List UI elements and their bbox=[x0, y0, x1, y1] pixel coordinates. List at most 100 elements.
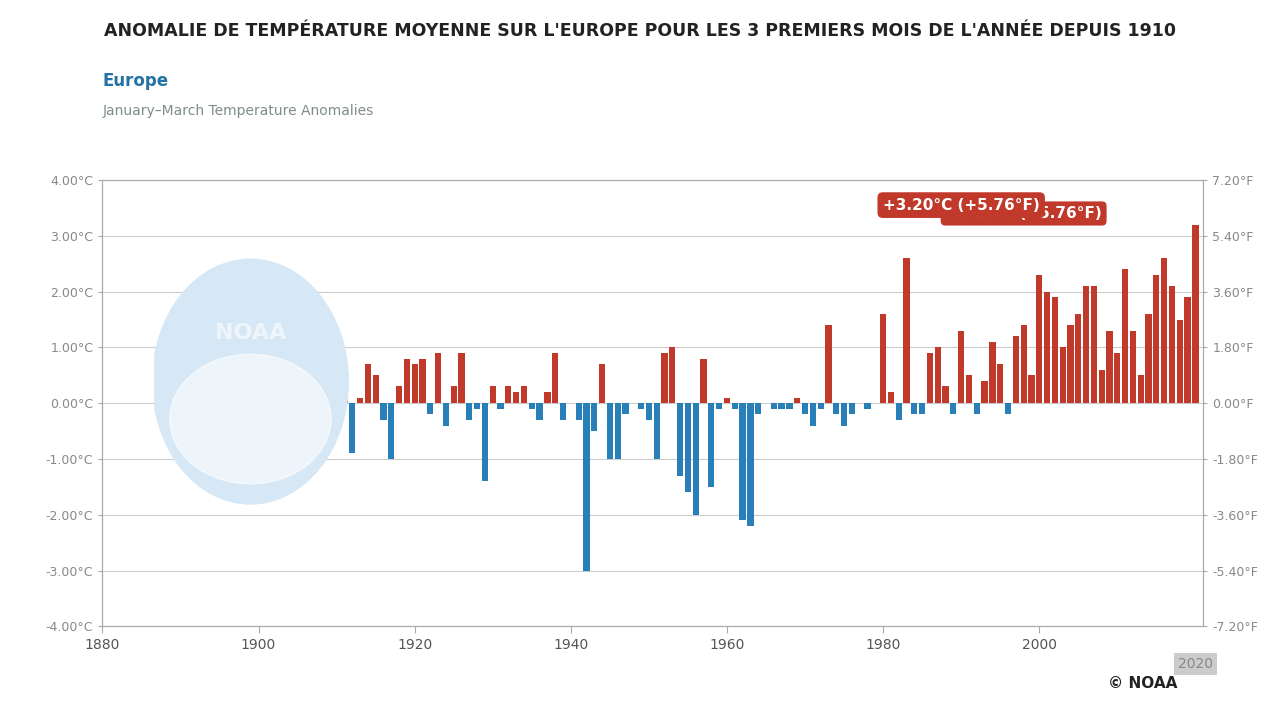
Bar bbox=[778, 403, 785, 409]
Bar bbox=[911, 403, 918, 415]
Bar bbox=[662, 353, 668, 403]
Text: ANOMALIE DE TEMPÉRATURE MOYENNE SUR L'EUROPE POUR LES 3 PREMIERS MOIS DE L'ANNÉE: ANOMALIE DE TEMPÉRATURE MOYENNE SUR L'EU… bbox=[104, 22, 1176, 40]
Bar bbox=[637, 403, 644, 409]
Text: © NOAA: © NOAA bbox=[1108, 676, 1178, 691]
Bar bbox=[864, 403, 870, 409]
Bar bbox=[826, 325, 832, 403]
Bar bbox=[1098, 370, 1105, 403]
Text: Europe: Europe bbox=[102, 72, 169, 90]
Bar bbox=[498, 403, 504, 409]
Bar bbox=[801, 403, 808, 415]
Bar bbox=[1192, 225, 1198, 403]
Bar bbox=[599, 364, 605, 403]
Bar bbox=[748, 403, 754, 526]
Bar bbox=[536, 403, 543, 420]
Bar bbox=[443, 403, 449, 426]
Bar bbox=[700, 359, 707, 403]
Bar bbox=[357, 397, 364, 403]
Bar bbox=[1052, 297, 1059, 403]
Bar bbox=[708, 403, 714, 487]
Bar bbox=[365, 364, 371, 403]
Text: January–March Temperature Anomalies: January–March Temperature Anomalies bbox=[102, 104, 374, 118]
Bar bbox=[1091, 286, 1097, 403]
Bar bbox=[584, 403, 590, 570]
Bar bbox=[669, 347, 676, 403]
Bar bbox=[1153, 275, 1160, 403]
Bar bbox=[1068, 325, 1074, 403]
Bar bbox=[466, 403, 472, 420]
Bar bbox=[521, 387, 527, 403]
Bar bbox=[1036, 275, 1042, 403]
Bar bbox=[396, 387, 402, 403]
Bar bbox=[677, 403, 684, 476]
Bar bbox=[622, 403, 628, 415]
Bar bbox=[506, 387, 512, 403]
Bar bbox=[654, 403, 659, 459]
Bar bbox=[833, 403, 840, 415]
Bar bbox=[794, 397, 800, 403]
Bar bbox=[1060, 347, 1066, 403]
Bar bbox=[428, 403, 434, 415]
Bar bbox=[1106, 330, 1112, 403]
Bar bbox=[342, 397, 348, 403]
Bar bbox=[724, 397, 730, 403]
Ellipse shape bbox=[170, 354, 332, 484]
Bar bbox=[786, 403, 792, 409]
Bar bbox=[732, 403, 737, 409]
Bar bbox=[1028, 375, 1034, 403]
Bar bbox=[934, 347, 941, 403]
Bar bbox=[1075, 314, 1082, 403]
Bar bbox=[982, 381, 988, 403]
Bar bbox=[349, 403, 356, 454]
Ellipse shape bbox=[152, 259, 348, 504]
Bar bbox=[974, 403, 980, 415]
Bar bbox=[559, 403, 566, 420]
Bar bbox=[334, 347, 339, 403]
Bar bbox=[997, 364, 1004, 403]
Bar bbox=[372, 375, 379, 403]
Bar bbox=[904, 258, 910, 403]
Bar bbox=[849, 403, 855, 415]
Bar bbox=[692, 403, 699, 515]
Bar bbox=[888, 392, 893, 403]
Bar bbox=[513, 392, 520, 403]
Bar bbox=[646, 403, 652, 420]
Bar bbox=[1114, 353, 1120, 403]
Bar bbox=[1184, 297, 1190, 403]
Bar bbox=[1130, 330, 1137, 403]
Bar bbox=[1005, 403, 1011, 415]
Bar bbox=[919, 403, 925, 415]
Bar bbox=[966, 375, 972, 403]
Bar bbox=[1169, 286, 1175, 403]
Bar bbox=[388, 403, 394, 459]
Text: +3.20°C (+5.76°F): +3.20°C (+5.76°F) bbox=[945, 206, 1102, 221]
Text: NOAA: NOAA bbox=[215, 323, 285, 343]
Bar bbox=[1044, 292, 1050, 403]
Bar bbox=[490, 387, 495, 403]
Bar bbox=[957, 330, 964, 403]
Bar bbox=[420, 359, 426, 403]
Bar bbox=[435, 353, 442, 403]
Bar bbox=[1146, 314, 1152, 403]
Bar bbox=[1012, 336, 1019, 403]
Bar bbox=[950, 403, 956, 415]
Bar bbox=[818, 403, 824, 409]
Bar bbox=[591, 403, 598, 431]
Bar bbox=[755, 403, 762, 415]
Bar bbox=[740, 403, 746, 521]
Bar bbox=[403, 359, 410, 403]
Bar bbox=[474, 403, 480, 409]
Bar bbox=[810, 403, 815, 426]
Bar bbox=[552, 353, 558, 403]
Bar bbox=[544, 392, 550, 403]
Bar bbox=[942, 387, 948, 403]
Bar bbox=[841, 403, 847, 426]
Bar bbox=[927, 353, 933, 403]
Bar bbox=[529, 403, 535, 409]
Bar bbox=[896, 403, 902, 420]
Bar bbox=[771, 403, 777, 409]
Bar bbox=[481, 403, 488, 481]
Text: +3.20°C (+5.76°F): +3.20°C (+5.76°F) bbox=[883, 197, 1039, 212]
Bar bbox=[412, 364, 417, 403]
Bar bbox=[1161, 258, 1167, 403]
